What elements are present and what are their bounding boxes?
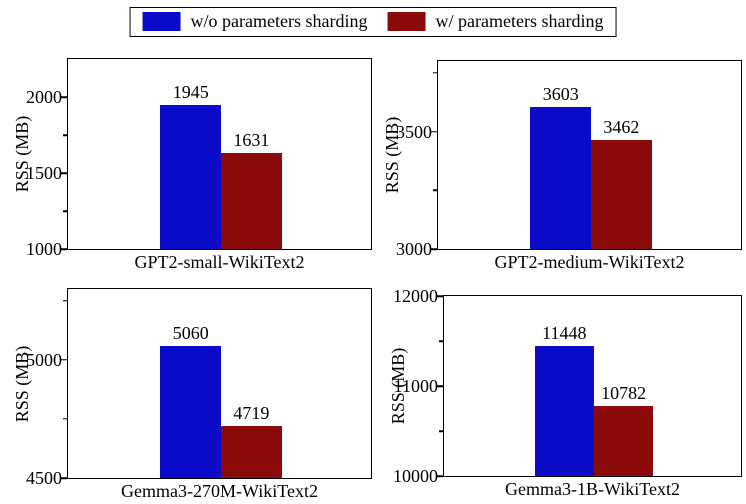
bar-value-label: 1945 [172, 82, 209, 103]
bar-value-label: 3603 [542, 84, 579, 105]
y-tick-minor [62, 210, 67, 212]
bar-value-label: 1631 [233, 130, 270, 151]
y-tick-major [435, 385, 443, 387]
bar-value-label: 11448 [542, 322, 587, 343]
x-axis-label: GPT2-medium-WikiText2 [494, 252, 685, 272]
y-tick-label: 3500 [396, 121, 432, 142]
y-tick-minor [438, 340, 443, 342]
subplot-gemma3-1b: RSS (MB) Gemma3-1B-WikiText2 10000 11000 1… [388, 287, 742, 499]
subplot-gpt2-small: RSS (MB) GPT2-small-WikiText2 1000 1500 20… [12, 58, 372, 272]
y-tick-label: 11000 [393, 376, 438, 396]
bar-wo-sharding [160, 345, 221, 478]
y-tick-label: 5000 [26, 349, 62, 370]
legend: w/o parameters sharding w/ parameters sh… [129, 7, 617, 37]
y-tick-minor [62, 134, 67, 136]
y-tick-label: 3000 [396, 239, 432, 259]
bar-value-label: 4719 [233, 403, 270, 424]
x-axis-label: GPT2-small-WikiText2 [134, 252, 305, 272]
subplot-gemma3-270m: RSS (MB) Gemma3-270M-WikiText2 4500 5000 5… [12, 288, 372, 501]
bar-w-sharding [591, 140, 652, 249]
y-tick-major [429, 248, 437, 250]
y-tick-label: 12000 [393, 286, 438, 306]
y-tick-major [59, 172, 67, 174]
legend-label: w/o parameters sharding [190, 11, 368, 31]
y-tick-minor [438, 430, 443, 432]
bar-value-label: 5060 [172, 322, 209, 343]
legend-swatch-darkred-icon [387, 12, 426, 32]
y-tick-major [59, 248, 67, 250]
x-axis-label: Gemma3-1B-WikiText2 [505, 479, 680, 499]
y-tick-major [435, 295, 443, 297]
y-tick-label: 4500 [26, 468, 62, 488]
bar-wo-sharding [534, 345, 594, 476]
y-tick-label: 2000 [26, 87, 62, 107]
bar-value-label: 10782 [601, 382, 647, 403]
y-tick-minor [432, 72, 437, 74]
bar-wo-sharding [530, 107, 591, 249]
y-tick-minor [432, 189, 437, 191]
legend-label: w/ parameters sharding [435, 11, 604, 31]
bar-w-sharding [221, 426, 282, 478]
y-tick-major [435, 475, 443, 477]
bar-w-sharding [593, 405, 654, 476]
bar-w-sharding [221, 153, 282, 249]
y-tick-minor [62, 300, 67, 302]
y-tick-major [59, 477, 67, 479]
y-tick-major [59, 96, 67, 98]
y-tick-label: 10000 [393, 466, 438, 486]
legend-swatch-blue-icon [142, 12, 181, 32]
y-tick-minor [62, 418, 67, 420]
x-axis-label: Gemma3-270M-WikiText2 [121, 481, 318, 501]
legend-item-wo-sharding: w/o parameters sharding [142, 11, 368, 32]
bar-wo-sharding [160, 105, 221, 249]
bar-value-label: 3462 [603, 117, 640, 138]
y-tick-label: 1000 [26, 239, 62, 259]
y-tick-major [59, 359, 67, 361]
subplot-gpt2-medium: RSS (MB) GPT2-medium-WikiText2 3000 3500 3… [382, 60, 742, 272]
y-tick-label: 1500 [26, 163, 62, 183]
y-tick-major [429, 130, 437, 133]
legend-item-w-sharding: w/ parameters sharding [387, 11, 604, 32]
